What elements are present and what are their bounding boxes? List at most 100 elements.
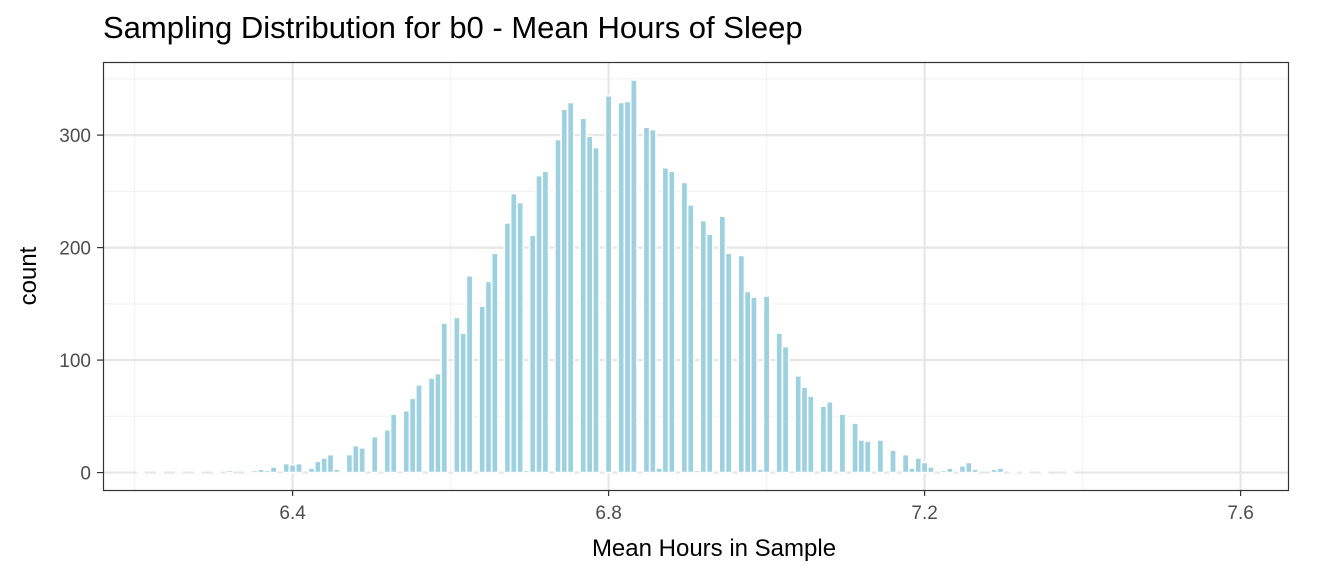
x-tick-label: 6.8	[595, 503, 621, 524]
histogram-bar	[907, 467, 916, 474]
histogram-bar	[579, 117, 588, 474]
histogram-bar	[819, 405, 828, 474]
histogram-bar	[269, 466, 278, 474]
histogram-bar	[541, 170, 550, 474]
histogram-bar	[617, 101, 626, 474]
histogram-bar	[288, 463, 297, 474]
histogram-bar	[705, 233, 714, 474]
histogram-bar	[503, 222, 512, 474]
histogram-bar	[585, 135, 594, 474]
y-tick-label: 0	[80, 464, 91, 485]
histogram-bar	[358, 447, 367, 474]
histogram-bar	[686, 204, 695, 474]
x-tick-label: 6.4	[279, 503, 306, 524]
histogram-bar	[294, 462, 303, 474]
histogram-bar	[560, 108, 569, 474]
histogram-bar	[212, 470, 221, 474]
y-tick-label: 200	[59, 239, 91, 260]
histogram-bar	[655, 467, 664, 474]
histogram-bar	[193, 470, 202, 474]
histogram-bar	[345, 453, 354, 474]
histogram-bar	[522, 469, 531, 474]
histogram-bar	[680, 181, 689, 474]
histogram-bar	[806, 395, 815, 474]
histogram-bar	[825, 400, 834, 474]
histogram-bar	[775, 332, 784, 474]
grid-minor	[103, 62, 1288, 490]
histogram-bar	[699, 219, 708, 474]
histogram-bar	[1066, 470, 1074, 474]
histogram-bar	[332, 468, 341, 474]
histogram-bar	[661, 166, 670, 474]
histogram-bar	[136, 470, 145, 474]
histogram-bar	[465, 274, 474, 474]
histogram-bar	[155, 470, 164, 474]
histogram-bar	[370, 435, 379, 474]
histogram-bar	[339, 470, 348, 474]
histogram-bar	[535, 174, 544, 474]
histogram-bars	[136, 79, 1074, 474]
histogram-bar	[794, 375, 803, 474]
x-axis-title: Mean Hours in Sample	[592, 535, 836, 562]
histogram-bar	[964, 461, 973, 474]
y-axis: 0 100 200 300	[59, 126, 103, 485]
histogram-bar	[800, 386, 809, 474]
histogram-bar	[509, 192, 518, 474]
histogram-bar	[718, 215, 727, 474]
histogram-bar	[737, 254, 746, 474]
x-tick-label: 7.2	[911, 503, 937, 524]
histogram-bar	[263, 469, 272, 474]
histogram-bar	[857, 439, 866, 474]
histogram-bar	[528, 234, 537, 474]
histogram-bar	[516, 201, 525, 474]
histogram-bar	[667, 170, 676, 474]
histogram-bar	[351, 444, 360, 474]
histogram-bar	[642, 126, 651, 474]
histogram-bar	[958, 465, 967, 474]
plot-panel	[102, 61, 1290, 492]
histogram-bar	[1040, 470, 1049, 474]
histogram-bar	[313, 460, 322, 474]
y-tick-label: 100	[59, 351, 91, 372]
x-axis: 6.4 6.8 7.2 7.6	[279, 490, 1254, 524]
histogram-bar	[863, 440, 872, 474]
histogram-bar	[838, 413, 847, 474]
histogram-bar	[781, 345, 790, 474]
histogram-bar	[408, 397, 417, 474]
histogram-bar	[876, 439, 885, 474]
histogram-bar	[478, 305, 487, 474]
histogram-bar	[851, 422, 860, 474]
histogram-bar	[996, 467, 1005, 474]
histogram-bar	[389, 413, 398, 474]
histogram-bar	[566, 101, 575, 474]
histogram-bar	[484, 280, 493, 474]
histogram-bar	[749, 296, 758, 474]
histogram-bar	[452, 316, 461, 474]
histogram-bar	[591, 146, 600, 474]
histogram-bar	[945, 467, 954, 474]
histogram-bar	[1021, 470, 1030, 474]
histogram-bar	[920, 461, 929, 474]
histogram-bar	[901, 453, 910, 474]
histogram-bar	[971, 468, 980, 474]
y-tick-label: 300	[59, 126, 91, 147]
histogram-bar	[307, 467, 316, 474]
histogram-bar	[320, 457, 329, 474]
histogram-bar	[459, 332, 468, 474]
histogram-bar	[415, 384, 423, 474]
histogram-bar	[693, 469, 702, 474]
histogram-bar	[889, 449, 897, 474]
histogram-bar	[554, 138, 563, 474]
histogram-bar	[926, 466, 935, 474]
y-axis-title: count	[15, 246, 42, 305]
histogram-bar	[427, 377, 436, 474]
histogram-bar	[383, 429, 392, 474]
histogram-bar	[257, 468, 265, 474]
histogram-bar	[914, 457, 923, 474]
histogram-bar	[244, 470, 253, 474]
histogram-bar	[629, 79, 638, 474]
histogram-bar	[250, 469, 259, 474]
histogram-bar	[939, 469, 948, 474]
histogram-bar	[648, 128, 657, 474]
